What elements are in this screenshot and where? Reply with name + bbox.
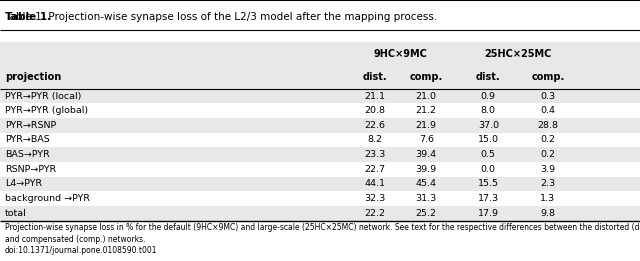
Text: 8.0: 8.0 — [481, 106, 496, 115]
Bar — [0, 147, 640, 162]
Bar — [0, 0, 640, 30]
Text: RSNP→PYR: RSNP→PYR — [5, 165, 56, 174]
Bar — [0, 103, 640, 118]
Bar — [0, 30, 640, 42]
Text: 9HC×9MC: 9HC×9MC — [374, 49, 428, 58]
Text: Table 1.: Table 1. — [5, 11, 51, 21]
Text: 0.2: 0.2 — [540, 150, 556, 159]
Bar — [0, 162, 640, 177]
Text: 2.3: 2.3 — [540, 179, 556, 188]
Text: 17.9: 17.9 — [478, 209, 499, 218]
Text: 23.3: 23.3 — [364, 150, 386, 159]
Text: 3.9: 3.9 — [540, 165, 556, 174]
Text: 25.2: 25.2 — [416, 209, 436, 218]
Text: PYR→PYR (global): PYR→PYR (global) — [5, 106, 88, 115]
Bar — [0, 133, 640, 147]
Text: 31.3: 31.3 — [415, 194, 437, 203]
Text: 28.8: 28.8 — [538, 121, 558, 130]
Text: 22.6: 22.6 — [365, 121, 385, 130]
Text: 17.3: 17.3 — [477, 194, 499, 203]
Text: 37.0: 37.0 — [477, 121, 499, 130]
Text: 15.5: 15.5 — [478, 179, 499, 188]
Text: comp.: comp. — [531, 72, 564, 82]
Text: 0.5: 0.5 — [481, 150, 496, 159]
Bar — [0, 89, 640, 103]
Text: 25HC×25MC: 25HC×25MC — [484, 49, 552, 58]
Bar — [0, 206, 640, 221]
Text: Table 1. Projection-wise synapse loss of the L2/3 model after the mapping proces: Table 1. Projection-wise synapse loss of… — [5, 11, 437, 21]
Text: projection: projection — [5, 72, 61, 82]
Text: 9.8: 9.8 — [540, 209, 556, 218]
Bar — [0, 118, 640, 133]
Text: dist.: dist. — [476, 72, 500, 82]
Text: 21.1: 21.1 — [365, 92, 385, 100]
Text: PYR→PYR (local): PYR→PYR (local) — [5, 92, 81, 100]
Text: 0.0: 0.0 — [481, 165, 496, 174]
Bar — [0, 65, 640, 89]
Text: 39.9: 39.9 — [415, 165, 437, 174]
Text: PYR→BAS: PYR→BAS — [5, 135, 50, 145]
Bar — [0, 177, 640, 191]
Text: 0.9: 0.9 — [481, 92, 496, 100]
Text: L4→PYR: L4→PYR — [5, 179, 42, 188]
Text: comp.: comp. — [410, 72, 443, 82]
Bar — [0, 221, 640, 261]
Text: dist.: dist. — [363, 72, 387, 82]
Text: PYR→RSNP: PYR→RSNP — [5, 121, 56, 130]
Text: 22.7: 22.7 — [365, 165, 385, 174]
Text: 21.2: 21.2 — [416, 106, 436, 115]
Text: 0.4: 0.4 — [540, 106, 556, 115]
Text: 8.2: 8.2 — [367, 135, 383, 145]
Text: 44.1: 44.1 — [365, 179, 385, 188]
Bar — [0, 42, 640, 65]
Text: 7.6: 7.6 — [419, 135, 434, 145]
Text: 21.9: 21.9 — [416, 121, 436, 130]
Text: 1.3: 1.3 — [540, 194, 556, 203]
Text: 45.4: 45.4 — [416, 179, 436, 188]
Text: total: total — [5, 209, 27, 218]
Text: 0.2: 0.2 — [540, 135, 556, 145]
Text: 22.2: 22.2 — [365, 209, 385, 218]
Text: 15.0: 15.0 — [478, 135, 499, 145]
Text: and compensated (comp.) networks.: and compensated (comp.) networks. — [5, 235, 146, 244]
Text: 20.8: 20.8 — [365, 106, 385, 115]
Text: 32.3: 32.3 — [364, 194, 386, 203]
Text: BAS→PYR: BAS→PYR — [5, 150, 50, 159]
Text: Projection-wise synapse loss in % for the default (9HC×9MC) and large-scale (25H: Projection-wise synapse loss in % for th… — [5, 223, 640, 232]
Text: 21.0: 21.0 — [416, 92, 436, 100]
Text: doi:10.1371/journal.pone.0108590.t001: doi:10.1371/journal.pone.0108590.t001 — [5, 246, 157, 255]
Text: 39.4: 39.4 — [415, 150, 437, 159]
Bar — [0, 191, 640, 206]
Text: 0.3: 0.3 — [540, 92, 556, 100]
Text: background →PYR: background →PYR — [5, 194, 90, 203]
